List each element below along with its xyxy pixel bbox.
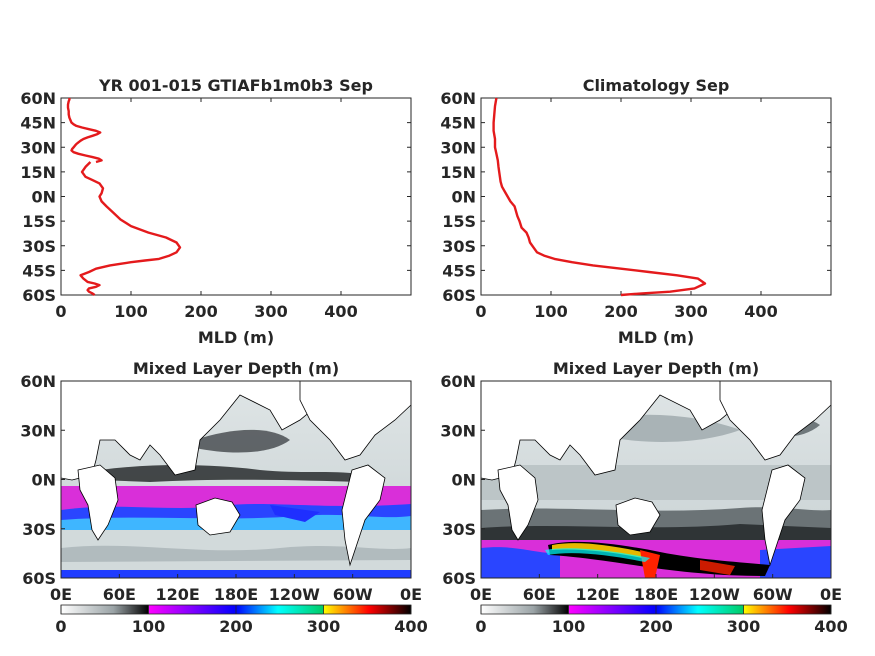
colorbar-tick-label: 0 [475,617,486,636]
colorbar-tick-label: 200 [639,617,672,636]
lat-tick-label: 0N [451,471,476,490]
lon-tick-label: 0E [470,585,492,604]
panel-title: Mixed Layer Depth (m) [553,359,759,378]
lon-tick-label: 60E [103,585,136,604]
y-tick-label: 60N [440,89,476,108]
series-group [492,97,707,297]
map-panel-model: Mixed Layer Depth (m) [20,359,427,636]
y-tick-label: 15N [20,163,56,182]
colorbar-tick-label: 200 [219,617,252,636]
y-tick-label: 60N [20,89,56,108]
continents [481,381,831,567]
colorbar-tick-label: 400 [394,617,427,636]
y-tick-label: 30S [442,237,476,256]
x-tick-label: 100 [534,302,567,321]
y-tick-label: 15S [22,212,56,231]
lat-tick-label: 0N [31,471,56,490]
y-tick-label: 45S [22,261,56,280]
lat-tick-label: 60N [440,372,476,391]
x-tick-label: 400 [324,302,357,321]
x-tick-label: 300 [254,302,287,321]
lat-tick-label: 60S [22,569,56,588]
lat-tick-label: 30N [440,421,476,440]
mld-profile-line-1 [66,98,103,164]
x-axis-label: MLD (m) [198,328,274,347]
lon-tick-label: 120W [689,585,740,604]
plot-frame [60,97,412,296]
lat-tick-label: 30S [22,520,56,539]
mld-profile-line-0 [492,97,707,297]
lat-tick-label: 60N [20,372,56,391]
panel-title: Mixed Layer Depth (m) [133,359,339,378]
y-tick-label: 30N [20,138,56,157]
x-tick-label: 400 [744,302,777,321]
y-tick-label: 45N [440,114,476,133]
y-tick-label: 15S [442,212,476,231]
lat-tick-label: 60S [442,569,476,588]
y-tick-label: 45S [442,261,476,280]
lon-tick-label: 120E [156,585,200,604]
lat-tick-label: 30S [442,520,476,539]
colorbar-tick-label: 0 [55,617,66,636]
lon-tick-label: 180E [634,585,678,604]
lon-tick-label: 0E [400,585,422,604]
colorbar-tick-label: 300 [307,617,340,636]
lon-tick-label: 0E [820,585,842,604]
series-group [66,98,182,296]
lat-tick-label: 30N [20,421,56,440]
profile-panel-model: YR 001-015 GTIAFb1m0b3 Sep 0 100 200 300 400… [20,76,412,347]
lon-tick-label: 60W [753,585,793,604]
x-tick-label: 0 [475,302,486,321]
y-tick-label: 30S [22,237,56,256]
x-tick-label: 0 [55,302,66,321]
colorbar-tick-label: 100 [132,617,165,636]
y-tick-label: 0N [451,188,476,207]
y-tick-label: 0N [31,188,56,207]
lon-tick-label: 180E [214,585,258,604]
y-tick-label: 60S [22,286,56,305]
continents [61,381,411,567]
axis-ticks: 0 100 200 300 400 60N 45N 30N 15N 0N 15S 30S 45S 60S [440,89,831,321]
lon-tick-label: 120E [576,585,620,604]
lon-tick-label: 60W [333,585,373,604]
colorbar-ticks: 0 100 200 300 400 [475,605,848,636]
mld-profile-line-0 [79,161,182,296]
y-tick-label: 30N [440,138,476,157]
colorbar-ticks: 0 100 200 300 400 [55,605,428,636]
y-tick-label: 15N [440,163,476,182]
panel-title: YR 001-015 GTIAFb1m0b3 Sep [98,76,373,95]
lon-tick-label: 60E [523,585,556,604]
lon-tick-label: 120W [269,585,320,604]
y-tick-label: 60S [442,286,476,305]
lon-tick-label: 0E [50,585,72,604]
map-panel-climatology: Mixed Layer Depth (m) [440,359,847,636]
colorbar-tick-label: 300 [727,617,760,636]
x-tick-label: 100 [114,302,147,321]
y-tick-label: 45N [20,114,56,133]
x-tick-label: 200 [184,302,217,321]
panel-title: Climatology Sep [583,76,730,95]
axis-ticks: 0 100 200 300 400 60N 45N 30N 15N 0N 15S 30S 45S 60S [20,89,411,321]
profile-panel-climatology: Climatology Sep 0 100 200 300 400 60N 45N 30N 15… [440,76,832,347]
colorbar-tick-label: 100 [552,617,585,636]
colorbar-tick-label: 400 [814,617,847,636]
x-tick-label: 200 [604,302,637,321]
x-tick-label: 300 [674,302,707,321]
plot-frame [480,97,832,296]
x-axis-label: MLD (m) [618,328,694,347]
